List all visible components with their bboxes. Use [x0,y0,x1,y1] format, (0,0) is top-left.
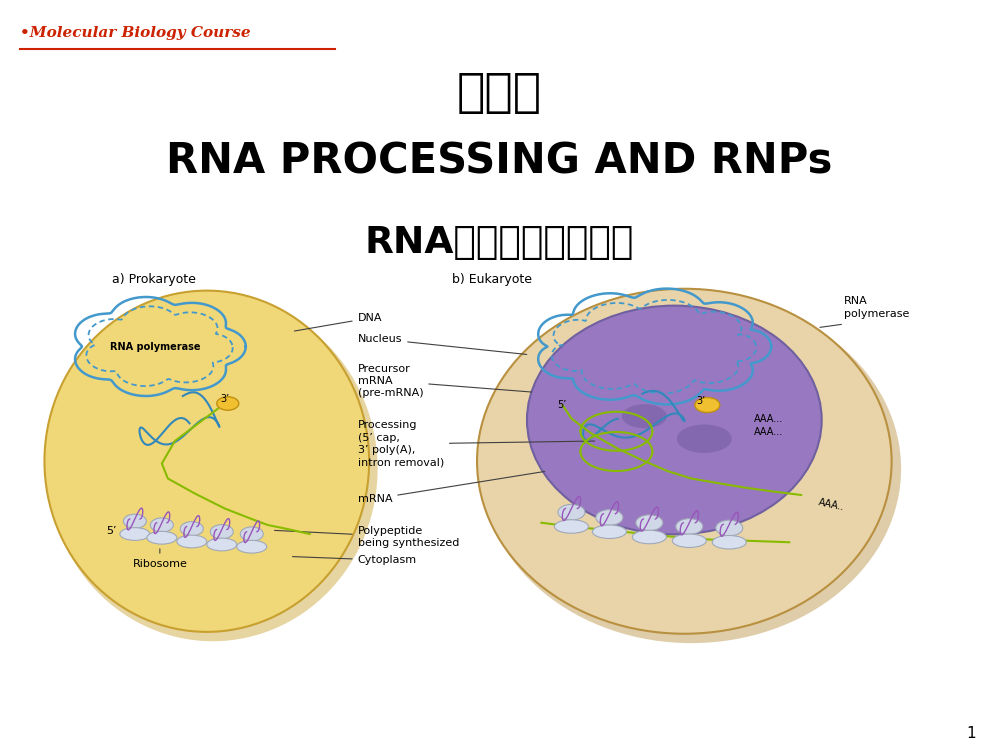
Ellipse shape [48,296,378,641]
Ellipse shape [695,398,719,412]
Ellipse shape [554,520,588,533]
Text: Polypeptide
being synthesized: Polypeptide being synthesized [275,526,459,548]
Text: RNA
polymerase: RNA polymerase [844,296,909,319]
Ellipse shape [478,289,892,634]
Text: AAA..: AAA.. [817,496,845,512]
Text: mRNA: mRNA [358,472,544,504]
Ellipse shape [207,538,237,550]
Ellipse shape [712,536,746,549]
Ellipse shape [44,291,370,632]
Ellipse shape [527,306,821,534]
Text: •Molecular Biology Course: •Molecular Biology Course [20,26,251,40]
Ellipse shape [675,519,702,534]
Text: 第七章: 第七章 [457,71,542,116]
Ellipse shape [150,518,174,532]
Ellipse shape [482,295,901,644]
Ellipse shape [672,534,706,548]
Text: Precursor
mRNA
(pre-mRNA): Precursor mRNA (pre-mRNA) [358,364,531,398]
Text: AAA...
AAA...: AAA... AAA... [754,414,783,437]
Text: DNA: DNA [295,313,383,331]
Ellipse shape [715,520,742,536]
Ellipse shape [180,522,204,536]
Text: RNA PROCESSING AND RNPs: RNA PROCESSING AND RNPs [166,141,833,183]
Ellipse shape [677,424,731,453]
Text: 1: 1 [966,726,976,741]
Ellipse shape [557,504,585,520]
Ellipse shape [217,397,239,410]
Ellipse shape [147,532,177,544]
Ellipse shape [237,540,267,554]
Text: RNA polymerase: RNA polymerase [110,341,200,352]
Ellipse shape [636,514,663,531]
Ellipse shape [210,525,233,538]
Ellipse shape [177,536,207,548]
Text: Cytoplasm: Cytoplasm [293,555,417,566]
Text: RNA加工和核糖核蛋白: RNA加工和核糖核蛋白 [365,225,634,261]
Ellipse shape [124,514,146,528]
Text: 3’: 3’ [220,394,230,404]
Text: 5’: 5’ [107,526,117,536]
Text: 5’: 5’ [556,400,566,410]
Text: Nucleus: Nucleus [358,334,526,355]
Ellipse shape [621,404,667,428]
Ellipse shape [592,525,626,538]
Ellipse shape [595,510,623,525]
Ellipse shape [120,528,150,540]
Text: a) Prokaryote: a) Prokaryote [112,274,196,286]
Ellipse shape [632,530,666,544]
Text: Ribosome: Ribosome [133,549,187,568]
Text: Processing
(5’ cap,
3’ poly(A),
intron removal): Processing (5’ cap, 3’ poly(A), intron r… [358,421,594,467]
Text: b) Eukaryote: b) Eukaryote [452,274,531,286]
Ellipse shape [240,526,263,542]
Text: 3’: 3’ [696,395,706,406]
